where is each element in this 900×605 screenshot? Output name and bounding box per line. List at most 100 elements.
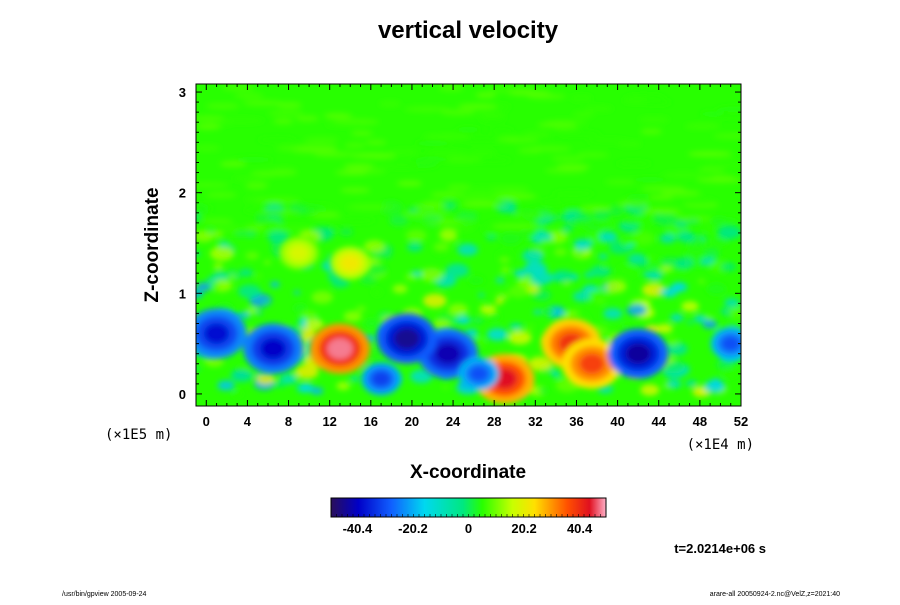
field-cell	[670, 313, 684, 322]
field-cell	[660, 265, 673, 273]
field-cell	[603, 307, 623, 320]
field-cell	[583, 105, 614, 112]
field-cell	[410, 369, 433, 384]
x-tick-label: 48	[693, 414, 707, 429]
field-cell	[561, 225, 573, 233]
field-cell	[238, 268, 253, 277]
field-cell	[620, 323, 630, 330]
field-cell	[196, 289, 204, 299]
field-cell	[665, 338, 680, 347]
time-label: t=2.0214e+06 s	[674, 541, 766, 556]
field-cell	[703, 224, 715, 231]
field-cell	[309, 212, 341, 219]
field-cell	[601, 264, 608, 269]
field-cell	[530, 271, 553, 285]
field-cell	[551, 273, 565, 282]
field-cell	[528, 356, 553, 372]
field-cell	[259, 209, 302, 216]
field-cell	[311, 290, 333, 304]
field-cell	[267, 230, 290, 244]
field-cell	[298, 383, 314, 393]
field-cell	[685, 247, 707, 261]
field-cell	[339, 227, 354, 237]
field-cell	[554, 248, 568, 256]
field-cell	[350, 375, 360, 382]
field-cell	[484, 303, 491, 307]
field-cell	[576, 151, 610, 158]
field-cell	[679, 199, 717, 206]
colorbar-ticks: -40.4 -20.2 0 20.2 40.4	[330, 514, 607, 536]
field-cell	[196, 230, 214, 243]
x-tick-label: 24	[446, 414, 461, 429]
field-cell	[517, 147, 542, 154]
field-cell	[664, 360, 686, 374]
field-cell	[196, 214, 201, 221]
field-cell	[702, 247, 720, 259]
field-cell	[232, 156, 275, 163]
field-cell	[640, 128, 663, 135]
field-cell	[586, 222, 616, 229]
field-cell	[700, 111, 725, 118]
field-cell	[479, 117, 506, 124]
field-cell	[475, 157, 512, 164]
colorbar-tick-label: 20.2	[511, 521, 536, 536]
field-cell	[238, 284, 261, 299]
field-cell	[681, 301, 699, 312]
field-cell	[267, 109, 304, 116]
field-cell	[405, 229, 427, 242]
field-cell	[270, 281, 280, 288]
field-cell	[509, 322, 523, 331]
field-cell	[702, 319, 718, 329]
field-cell	[216, 117, 265, 124]
field-cell	[414, 140, 452, 147]
x-tick-label: 8	[285, 414, 292, 429]
field-cell	[364, 139, 387, 146]
field-cell	[343, 163, 375, 170]
field-cell	[235, 175, 273, 182]
field-cell	[206, 276, 218, 284]
field-cell	[304, 318, 324, 331]
z-tick-label: 3	[179, 85, 186, 100]
field-cell	[451, 217, 477, 224]
field-cell	[662, 172, 704, 179]
z-tick-label: 2	[179, 186, 186, 201]
field-cell	[640, 384, 660, 396]
field-cell	[440, 156, 483, 163]
field-cell	[727, 307, 741, 320]
field-cell	[660, 189, 701, 196]
field-cell	[499, 257, 510, 264]
field-cell	[573, 238, 593, 251]
field-cell	[389, 149, 419, 156]
field-cell	[716, 106, 741, 113]
field-cell	[477, 112, 506, 119]
feature-contour	[289, 245, 309, 261]
field-cell	[574, 251, 583, 257]
field-cell	[581, 205, 612, 212]
field-cell	[276, 102, 302, 109]
field-cell	[455, 126, 481, 133]
field-cell	[686, 320, 694, 325]
field-cell	[256, 373, 275, 385]
field-cell	[500, 232, 522, 246]
field-cell	[310, 387, 324, 395]
z-axis-ticks: 0 1 2 3	[179, 85, 741, 402]
field-cell	[196, 366, 200, 371]
field-cell	[423, 133, 471, 140]
colorbar-tick-label: 0	[465, 521, 472, 536]
field-cell	[660, 287, 678, 298]
field-cell	[340, 187, 371, 194]
field-cell	[205, 103, 240, 110]
field-cell	[366, 263, 388, 276]
velocity-field	[196, 84, 741, 406]
field-cell	[604, 178, 637, 185]
plot-frame	[195, 83, 742, 407]
field-cell	[615, 160, 652, 167]
x-tick-label: 32	[528, 414, 542, 429]
field-cell	[491, 193, 538, 200]
colorbar-tick-label: -40.4	[343, 521, 373, 536]
field-cell	[676, 215, 713, 222]
field-cell	[721, 367, 738, 378]
field-cell	[336, 381, 350, 391]
field-cell	[455, 315, 471, 325]
